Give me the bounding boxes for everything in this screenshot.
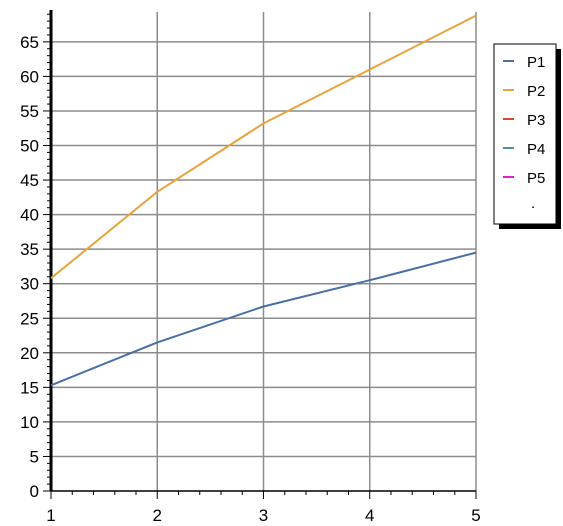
legend-label-p3: P3 xyxy=(527,112,545,129)
x-axis-ticks: 1 2 3 4 5 xyxy=(46,491,481,525)
y-tick-label: 60 xyxy=(20,67,39,86)
x-tick-label: 3 xyxy=(259,506,268,525)
y-tick-label: 65 xyxy=(20,33,39,52)
y-tick-label: 10 xyxy=(20,413,39,432)
x-tick-label: 5 xyxy=(471,506,480,525)
series-lines xyxy=(50,14,477,387)
legend-box xyxy=(493,43,557,225)
y-tick-label: 55 xyxy=(20,102,39,121)
y-axis-ticks: 0 5 10 15 20 25 30 35 40 45 50 55 60 65 xyxy=(20,13,51,501)
series-line-p2 xyxy=(50,14,477,279)
x-tick-label: 1 xyxy=(46,506,55,525)
legend: P1 P2 P3 P4 P5. xyxy=(493,43,561,229)
y-tick-label: 35 xyxy=(20,240,39,259)
y-tick-label: 15 xyxy=(20,378,39,397)
legend-label-p5: P5 xyxy=(527,170,545,187)
y-tick-label: 0 xyxy=(30,482,39,501)
legend-extra-entry: . xyxy=(531,195,535,212)
grid xyxy=(51,12,477,491)
y-tick-label: 40 xyxy=(20,206,39,225)
y-tick-label: 45 xyxy=(20,171,39,190)
y-tick-label: 25 xyxy=(20,309,39,328)
legend-label-p4: P4 xyxy=(527,141,545,158)
y-tick-label: 30 xyxy=(20,275,39,294)
legend-label-p1: P1 xyxy=(527,54,545,71)
x-tick-label: 2 xyxy=(153,506,162,525)
legend-label-p2: P2 xyxy=(527,83,545,100)
y-tick-label: 50 xyxy=(20,137,39,156)
x-tick-label: 4 xyxy=(365,506,374,525)
y-tick-label: 20 xyxy=(20,344,39,363)
y-tick-label: 5 xyxy=(30,447,39,466)
